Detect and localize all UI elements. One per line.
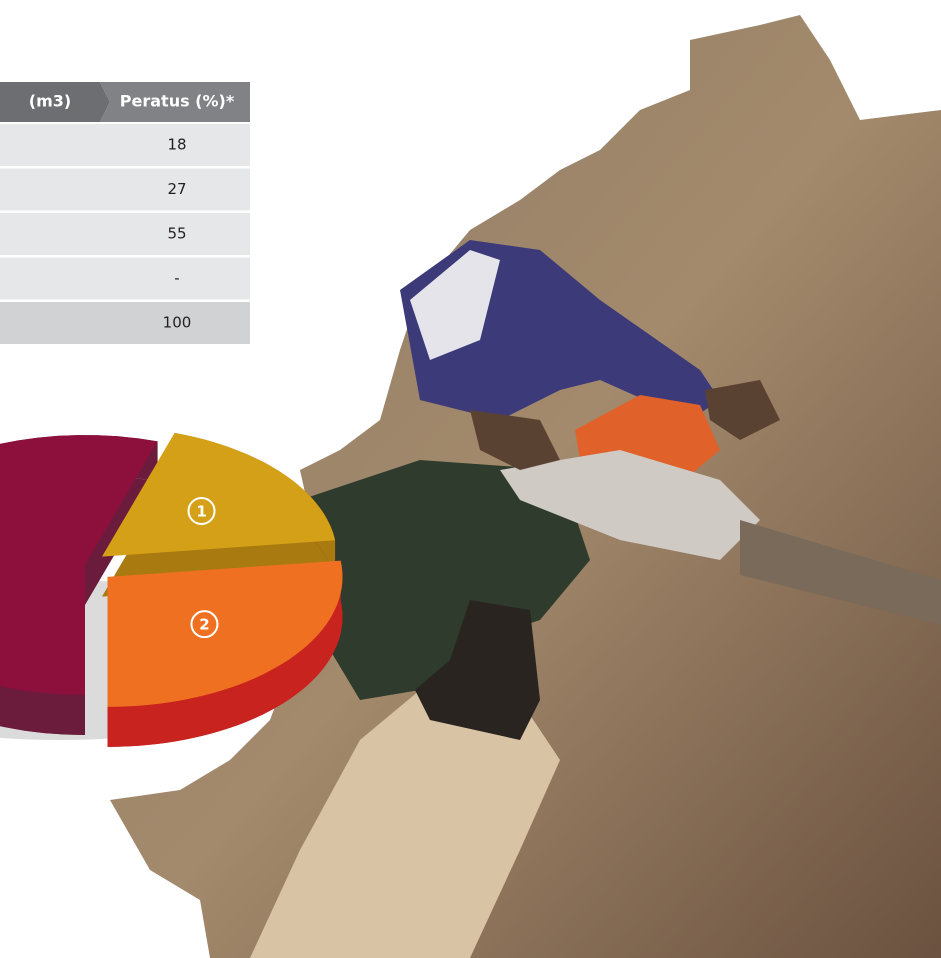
table-row-bg <box>0 258 250 300</box>
pie-label: 2 <box>199 616 209 634</box>
pie-label: 1 <box>196 503 206 521</box>
table-row-bg <box>0 124 250 166</box>
table-cell: 27 <box>167 180 186 198</box>
table-row-bg <box>0 302 250 344</box>
table-cell: 18 <box>167 136 186 154</box>
table-header: (m3) <box>29 92 71 111</box>
table-cell: 55 <box>167 225 186 243</box>
table-cell: - <box>174 269 179 287</box>
table-cell: 100 <box>163 314 192 332</box>
table: (m3) Peratus (%)* 18 27 55 - 100 <box>0 82 250 344</box>
table-row-bg <box>0 213 250 255</box>
table-header: Peratus (%)* <box>120 92 235 111</box>
page: 1 2 (m3) Peratus (%)* 18 27 55 - 100 <box>0 0 941 958</box>
table-row-bg <box>0 169 250 211</box>
artwork: 1 2 (m3) Peratus (%)* 18 27 55 - 100 <box>0 0 941 958</box>
